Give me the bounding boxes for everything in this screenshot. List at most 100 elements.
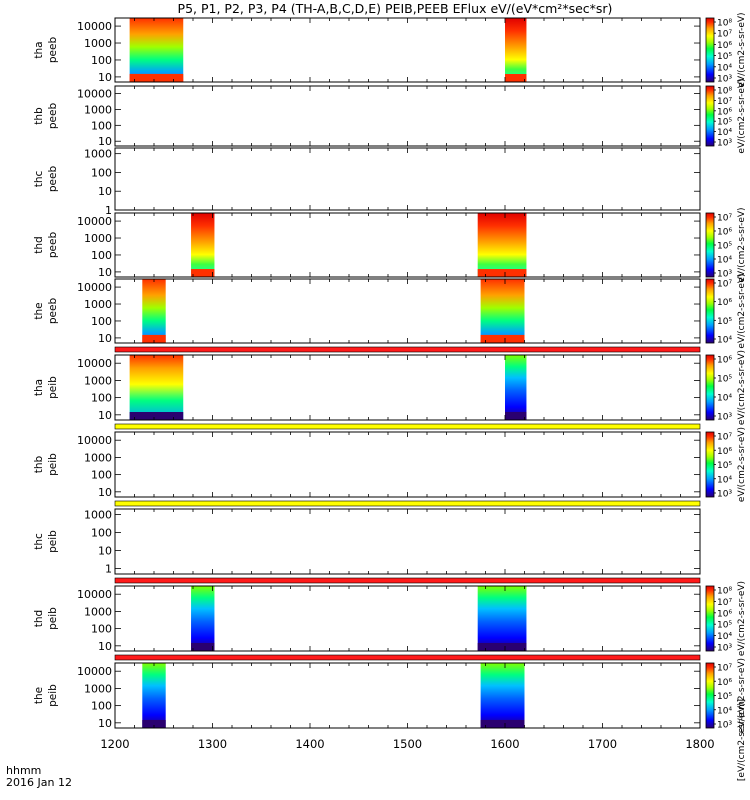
colorbar-label: eV/(cm2-s-sr-eV) (737, 78, 747, 153)
y-tick-label: 100 (91, 249, 112, 262)
y-tick-label: 10 (98, 185, 112, 198)
y-tick-label: 10000 (77, 588, 112, 601)
panel-frame (114, 431, 701, 498)
y-axis-label: peeb (47, 298, 59, 325)
data-block (142, 663, 166, 728)
colorbar-label: eV/(cm2-s-sr-eV) (737, 12, 747, 87)
y-tick-label: 10000 (77, 215, 112, 228)
x-tick-label: 1500 (393, 737, 422, 751)
colorbar-tick-label: 10⁶ (717, 107, 732, 117)
colorbar-tick-label: 10⁸ (717, 19, 732, 29)
colorbar (705, 431, 715, 498)
y-tick-label: 1000 (84, 103, 112, 116)
x-axis-unit-label: hhmm (6, 764, 41, 777)
colorbar-tick-label: 10⁶ (717, 41, 732, 51)
colorbar-tick-label: 10³ (717, 490, 732, 500)
colorbar (705, 212, 715, 278)
x-axis-date-label: 2016 Jan 12 (6, 776, 72, 789)
panel-thd-peeb: 10 100 1000 10000 thd peeb 10³ 10⁴ 10⁵ 10⁶ 10⁷ eV/(… (33, 207, 747, 282)
y-tick-label: 10000 (77, 281, 112, 294)
y-tick-label: 1000 (84, 374, 112, 387)
colorbar-tick-label: 10⁷ (717, 433, 732, 443)
x-tick-label: 1400 (295, 737, 324, 751)
panel-frame (114, 17, 701, 83)
colorbar-label: eV/(cm2-s-sr-eV) (737, 427, 747, 502)
colorbar (705, 17, 715, 83)
panel-tha-peib: 10 100 1000 10000 tha peib 10³ 10⁴ 10⁵ 10⁶ eV/(cm2… (33, 350, 747, 425)
figure-title: P5, P1, P2, P3, P4 (TH-A,B,C,D,E) PEIB,P… (178, 1, 613, 16)
colorbar-tick-label: 10⁵ (717, 242, 732, 252)
colorbar-tick-label: 10⁵ (717, 317, 732, 327)
low-energy-band (191, 643, 215, 651)
low-energy-band (505, 74, 527, 82)
colorbar-tick-label: 10⁴ (717, 632, 732, 642)
x-tick-label: 1300 (198, 737, 227, 751)
y-axis-label: thc (33, 171, 45, 188)
y-tick-label: 10000 (77, 434, 112, 447)
y-tick-label: 10000 (77, 665, 112, 678)
y-axis-label: peib (47, 530, 59, 553)
colorbar-tick-label: 10⁴ (717, 256, 732, 266)
y-axis-label: peib (47, 376, 59, 399)
panel-frame (114, 147, 701, 211)
y-tick-label: 1 (105, 563, 112, 576)
data-block (480, 663, 525, 728)
colorbar (705, 354, 715, 421)
y-tick-label: 10 (98, 409, 112, 422)
x-tick-label: 1200 (100, 737, 129, 751)
colorbar-tick-label: 10³ (717, 721, 732, 731)
low-energy-band (477, 643, 527, 651)
y-tick-label: 1000 (84, 508, 112, 521)
panel-frame (114, 354, 701, 421)
y-tick-label: 100 (91, 700, 112, 713)
colorbar-tick-label: 10⁴ (717, 706, 732, 716)
y-axis-label: peib (47, 453, 59, 476)
y-tick-label: 10 (98, 332, 112, 345)
data-block (480, 279, 525, 343)
y-axis-label: tha (33, 379, 45, 396)
x-axis: 1200 1300 1400 1500 1600 1700 1800 (100, 737, 714, 751)
y-tick-label: 10 (98, 545, 112, 558)
y-axis-label: peeb (47, 166, 59, 193)
y-tick-label: 10 (98, 486, 112, 499)
colorbar-tick-label: 10⁵ (717, 375, 732, 385)
y-axis-label: peeb (47, 232, 59, 259)
colorbar-tick-label: 10⁶ (717, 609, 732, 619)
colorbar-tick-label: 10³ (717, 644, 732, 654)
colorbar (705, 278, 715, 344)
y-axis-label: thc (33, 533, 45, 550)
y-tick-label: 10 (98, 640, 112, 653)
y-tick-label: 10 (98, 266, 112, 279)
colorbar-tick-label: 10⁷ (717, 214, 732, 224)
colorbar-tick-label: 10⁷ (717, 97, 732, 107)
colorbar-tick-label: 10⁸ (717, 587, 732, 597)
panel-the-peib: 10 100 1000 10000 the peib 10³ 10⁴ 10⁵ 10⁶ 10⁷ eV/(… (33, 658, 747, 733)
y-tick-label: 1000 (84, 232, 112, 245)
data-block (129, 355, 184, 420)
y-tick-label: 100 (91, 623, 112, 636)
y-tick-label: 1000 (84, 298, 112, 311)
colorbar-tick-label: 10⁵ (717, 118, 732, 128)
colorbar-label: eV/(cm2-s-sr-eV) (737, 658, 747, 733)
low-energy-band (129, 74, 184, 82)
colorbar-tick-label: 10⁶ (717, 298, 732, 308)
y-axis-label: peib (47, 684, 59, 707)
colorbar-tick-label: 10⁶ (717, 356, 732, 366)
colorbar-label: eV/(cm2-s-sr-eV) (737, 581, 747, 656)
quality-flag-bar (114, 577, 701, 584)
y-tick-label: 10 (98, 135, 112, 148)
x-tick-label: 1800 (685, 737, 714, 751)
low-energy-band (142, 335, 166, 343)
data-block (477, 586, 527, 651)
y-tick-label: 100 (91, 469, 112, 482)
x-tick-label: 1700 (588, 737, 617, 751)
data-block (142, 279, 166, 343)
colorbar-tick-label: 10⁷ (717, 30, 732, 40)
y-axis-label: the (33, 302, 45, 319)
y-tick-label: 100 (91, 392, 112, 405)
low-energy-band (142, 720, 166, 728)
quality-flag-bar (114, 346, 701, 353)
colorbar-tick-label: 10³ (717, 139, 732, 149)
colorbar-tick-label: 10⁴ (717, 128, 732, 138)
